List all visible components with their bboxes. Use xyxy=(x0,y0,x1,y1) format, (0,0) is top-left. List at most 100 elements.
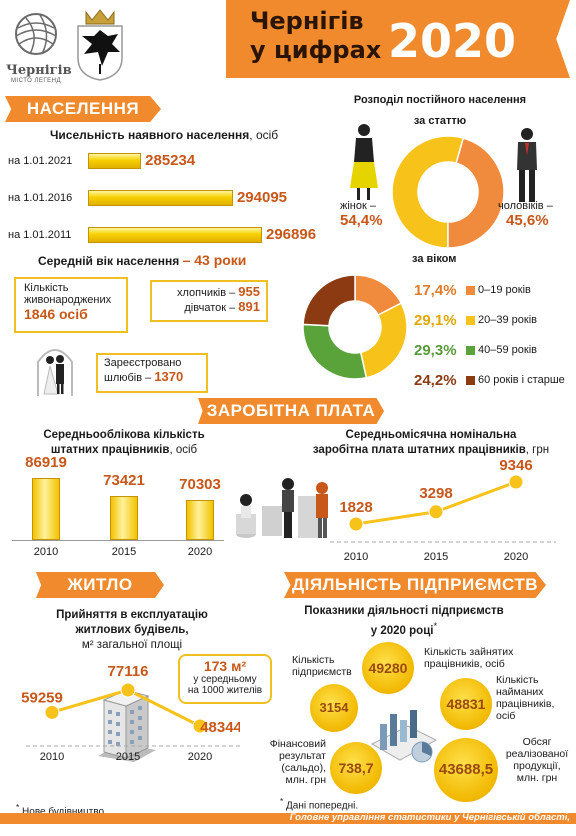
births-label-line2: живонароджених xyxy=(24,294,112,306)
bar-value-label: 294095 xyxy=(236,189,288,206)
wage-line-chart: 1828 2010 3298 2015 9346 2020 xyxy=(330,457,556,563)
population-banner: НАСЕЛЕННЯ xyxy=(5,96,161,122)
age-legend-swatch xyxy=(466,286,475,295)
age-legend-swatch xyxy=(466,346,475,355)
housing-value-label: 48344* xyxy=(200,719,240,736)
sex-donut-slice xyxy=(447,137,505,249)
wage-point xyxy=(428,504,444,520)
population-chart-title: Чисельність наявного населення, осіб xyxy=(50,128,278,142)
wage-year-label: 2010 xyxy=(344,551,368,563)
staff-chart-baseline xyxy=(12,540,224,541)
women-share: жінок – 54,4% xyxy=(340,200,383,229)
enterprise-indicator-circle: 49280 xyxy=(362,642,414,694)
footer-bar xyxy=(0,813,576,824)
sex-donut-slice xyxy=(391,135,465,249)
salary-banner: ЗАРОБІТНА ПЛАТА xyxy=(198,398,384,424)
enterprise-indicator-label-line: (сальдо), xyxy=(281,762,326,774)
enterprise-indicator-label-line: найманих xyxy=(496,686,544,698)
wage-value-label: 9346 xyxy=(499,457,532,474)
housing-value-label: 77116 xyxy=(108,663,149,680)
eagle-shield-icon xyxy=(77,9,123,81)
girls-value: 891 xyxy=(238,299,260,314)
by-age-title: за віком xyxy=(412,253,457,265)
enterprise-indicator-label-line: реалізованої xyxy=(505,748,569,760)
enterprise-indicator-label-line: осіб xyxy=(496,710,516,722)
housing-line-chart: 59259 2010 77116 2015 48344* 2020 xyxy=(21,663,240,763)
housing-value-label: 59259 xyxy=(21,689,63,706)
staff-bar-value: 73421 xyxy=(103,471,145,489)
births-box: Кількість живонароджених 1846 осіб xyxy=(14,277,128,333)
marriages-line1: Зареєстровано xyxy=(104,357,182,369)
header-title-line1: Чернігів xyxy=(250,7,364,35)
enterprise-indicator-circle: 48831 xyxy=(440,678,492,730)
age-legend-value: 17,4% xyxy=(414,282,457,299)
births-gender-box: хлопчиків – 955 дівчаток – 891 xyxy=(150,280,268,322)
age-legend-value: 29,1% xyxy=(414,312,457,329)
housing-title-line3: м² загальної площі xyxy=(81,639,183,651)
housing-year-label: 2020 xyxy=(188,751,212,763)
housing-title-line1: Прийняття в експлуатацію xyxy=(56,609,208,621)
enterprises-footnote-mark: * xyxy=(280,796,284,806)
wage-point xyxy=(508,474,524,490)
charts-infographic-icon xyxy=(370,710,438,763)
sex-donut-chart xyxy=(391,135,505,249)
staff-bar xyxy=(186,500,214,540)
enterprises-title-line2: у 2020 році xyxy=(370,624,434,637)
age-donut-slice xyxy=(302,323,368,380)
women-label: жінок – xyxy=(340,200,376,212)
marriages-value: 1370 xyxy=(154,369,184,384)
births-value: 1846 осіб xyxy=(24,306,88,322)
men-label: чоловіків – xyxy=(498,200,553,212)
bar-category-label: на 1.01.2021 xyxy=(8,155,73,167)
marriages-box: Зареєстровано шлюбів – 1370 xyxy=(96,353,208,393)
women-value: 54,4% xyxy=(340,212,383,229)
enterprise-indicator-circle: 3154 xyxy=(310,684,358,732)
housing-year-label: 2015 xyxy=(116,751,140,763)
enterprise-indicator-label-line: підприємств xyxy=(292,666,352,678)
population-chart-title-unit: , осіб xyxy=(249,128,279,142)
housing-year-label: 2010 xyxy=(40,751,64,763)
enterprise-indicator-label: Обсяг реалізованої продукції, млн. грн xyxy=(504,736,570,784)
wage-title-line1: Середньомісячна номінальна xyxy=(345,429,517,441)
header-title-line2: у цифрах xyxy=(250,36,382,64)
staff-year-label: 2020 xyxy=(187,546,213,558)
enterprises-footnote: * Дані попередні. xyxy=(280,796,358,811)
age-donut-chart xyxy=(302,274,408,380)
enterprise-indicator-label-line: млн. грн xyxy=(285,774,326,786)
housing-title-line2: житлових будівель, xyxy=(75,624,189,636)
enterprise-indicator-circle: 43688,5 xyxy=(434,738,498,802)
housing-point xyxy=(120,682,136,698)
avg-age-label: Середній вік населення xyxy=(38,254,180,268)
wage-point xyxy=(348,516,364,532)
wage-value-label: 1828 xyxy=(339,499,372,516)
man-figure-icon xyxy=(517,128,537,202)
brand-name: Чернігів xyxy=(6,63,72,78)
bar-category-label: на 1.01.2011 xyxy=(8,229,72,241)
wage-title-unit: , грн xyxy=(525,444,550,456)
age-legend-value: 29,3% xyxy=(414,342,457,359)
staff-chart-title: Середньооблікова кількість штатних праці… xyxy=(24,428,224,458)
boys-value: 955 xyxy=(238,284,260,299)
staff-title-line2: штатних працівників xyxy=(50,444,170,456)
enterprise-indicator-label-line: працівників, осіб xyxy=(424,658,505,670)
age-donut-slice xyxy=(302,274,356,327)
boys-label: хлопчиків – xyxy=(176,287,236,299)
enterprise-indicator-label: Фінансовий результат (сальдо), млн. грн xyxy=(262,738,326,786)
header-banner xyxy=(226,0,570,78)
enterprise-indicator-label-line: працівників, xyxy=(496,698,555,710)
age-donut-slice xyxy=(359,302,408,379)
enterprise-indicator-label: Кількість зайнятих працівників, осіб xyxy=(424,646,513,670)
housing-callout-line2: на 1000 жителів xyxy=(187,685,263,696)
age-legend-swatch xyxy=(466,376,475,385)
city-logo: Чернігів МІСТО ЛЕГЕНД xyxy=(6,10,72,84)
enterprise-indicator-circle: 738,7 xyxy=(330,742,382,794)
housing-callout: 173 м² у середньому на 1000 жителів xyxy=(178,654,272,704)
enterprise-indicator-label-line: Кількість xyxy=(496,674,539,686)
footer-text: Головне управління статистики у Чернігів… xyxy=(289,812,570,835)
births-label-line1: Кількість xyxy=(24,282,69,294)
marriages-line2: шлюбів – xyxy=(104,372,152,384)
enterprise-indicator-label-line: Фінансовий xyxy=(269,738,326,750)
brand-tagline: МІСТО ЛЕГЕНД xyxy=(10,78,62,84)
staff-bar xyxy=(32,478,60,540)
population-bar xyxy=(88,227,262,243)
